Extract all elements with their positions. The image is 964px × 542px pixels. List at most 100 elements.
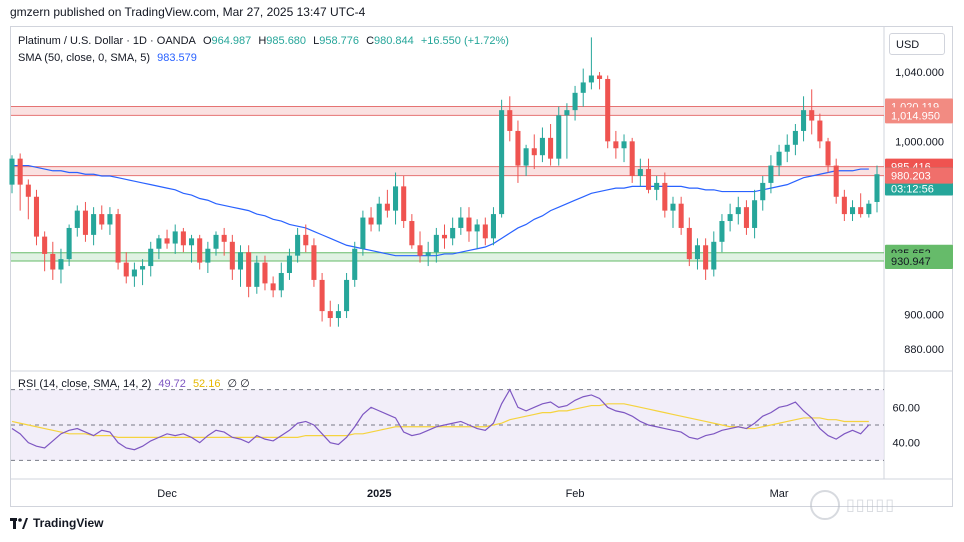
price-tick-label: 1,040.000 xyxy=(895,67,944,79)
candle-body xyxy=(817,120,823,142)
time-axis-label: Dec xyxy=(157,488,177,500)
candle-body xyxy=(482,224,488,239)
rsi-sma-line xyxy=(11,403,869,438)
change-value: +16.550 (+1.72%) xyxy=(420,35,509,47)
candle-body xyxy=(91,214,97,235)
candle-body xyxy=(801,110,807,131)
footer-brand[interactable]: TradingView xyxy=(10,516,103,530)
candle-body xyxy=(213,234,219,249)
price-tick-label: 1,000.000 xyxy=(895,136,944,148)
open-value: 964.987 xyxy=(211,35,252,47)
candle-body xyxy=(180,231,186,246)
rsi-value: 49.72 xyxy=(158,378,186,390)
candle-body xyxy=(99,214,105,225)
candle-body xyxy=(319,279,325,312)
candle-body xyxy=(752,200,758,228)
candle-body xyxy=(490,214,496,239)
watermark-logo-icon xyxy=(810,490,840,520)
candle-body xyxy=(156,238,162,249)
candle-body xyxy=(229,241,235,270)
candle-body xyxy=(645,169,652,190)
candle-body xyxy=(172,231,178,244)
candle-body xyxy=(409,221,415,246)
candle-body xyxy=(58,259,64,270)
candle-body xyxy=(531,148,537,156)
price-tag-box xyxy=(885,107,953,124)
time-axis-label: Mar xyxy=(770,488,789,500)
candle-body xyxy=(246,252,252,287)
price-tag: 930.947 xyxy=(885,252,953,269)
candle-body xyxy=(286,255,292,273)
candle-body xyxy=(466,217,472,232)
candle-body xyxy=(654,182,660,190)
rsi-tick-label: 60.00 xyxy=(892,402,920,414)
candle-body xyxy=(727,214,733,222)
price-tag-box xyxy=(885,252,953,269)
price-tag: 980.203 xyxy=(885,167,953,184)
currency-button[interactable]: USD xyxy=(889,33,945,55)
candle-body xyxy=(278,272,284,291)
candle-body xyxy=(858,207,864,215)
candle-body xyxy=(450,227,456,239)
candle-body xyxy=(629,141,635,176)
candle-body xyxy=(719,221,725,242)
candle-body xyxy=(735,207,741,215)
candle-body xyxy=(33,196,40,237)
candle-body xyxy=(539,137,545,156)
candle-body xyxy=(441,234,448,239)
sma-legend: SMA (50, close, 0, SMA, 5) 983.579 xyxy=(18,52,201,64)
candle-body xyxy=(686,227,692,260)
candle-body xyxy=(123,262,129,277)
candle-body xyxy=(303,234,309,246)
candle-body xyxy=(678,203,684,228)
candle-body xyxy=(368,217,374,225)
candle-body xyxy=(743,207,749,228)
candle-body xyxy=(17,158,23,185)
price-tag-label: 930.947 xyxy=(891,256,931,268)
candle-body xyxy=(417,245,423,256)
candle-body xyxy=(376,203,382,225)
candle-body xyxy=(515,130,521,166)
footer-brand-label: TradingView xyxy=(33,516,104,530)
candle-body xyxy=(74,210,80,228)
candle-body xyxy=(548,137,554,159)
price-tag-label: 980.203 xyxy=(891,171,931,183)
candle-body xyxy=(613,141,619,149)
candle-body xyxy=(849,207,856,215)
candle-body xyxy=(760,182,766,201)
candle-body xyxy=(327,311,333,319)
candle-body xyxy=(433,234,439,253)
candle-body xyxy=(556,115,562,159)
price-tag-box xyxy=(885,167,953,184)
candle-body xyxy=(621,141,627,149)
candle-body xyxy=(254,262,260,287)
candle-body xyxy=(670,203,676,211)
candle-body xyxy=(131,269,137,277)
candle-body xyxy=(605,78,611,142)
candle-body xyxy=(205,248,211,263)
candle-body xyxy=(580,82,586,93)
tradingview-logo-icon xyxy=(10,517,28,529)
candle-body xyxy=(164,238,170,244)
close-label: C xyxy=(366,35,375,47)
zone-resistance-0 xyxy=(11,106,884,116)
candle-body xyxy=(711,241,717,270)
candle-body xyxy=(384,203,390,211)
candle-body xyxy=(564,110,570,116)
candle-body xyxy=(9,158,15,185)
candle-body xyxy=(809,110,815,121)
candle-body xyxy=(458,217,464,228)
rsi-label: RSI (14, close, SMA, 14, 2) xyxy=(18,378,152,390)
candle-body xyxy=(597,75,603,79)
time-axis-label: 2025 xyxy=(367,488,391,500)
zone-support-2 xyxy=(11,252,884,261)
zone-resistance-1 xyxy=(11,166,884,176)
candle-body xyxy=(694,245,701,260)
candle-body xyxy=(148,248,154,267)
candle-body xyxy=(833,165,839,197)
open-label: O xyxy=(202,35,212,47)
watermark-text: ▯▯▯▯▯ xyxy=(846,497,896,514)
rsi-sma-value: 52.16 xyxy=(192,378,221,390)
price-tag-label: 1,014.950 xyxy=(891,110,940,122)
